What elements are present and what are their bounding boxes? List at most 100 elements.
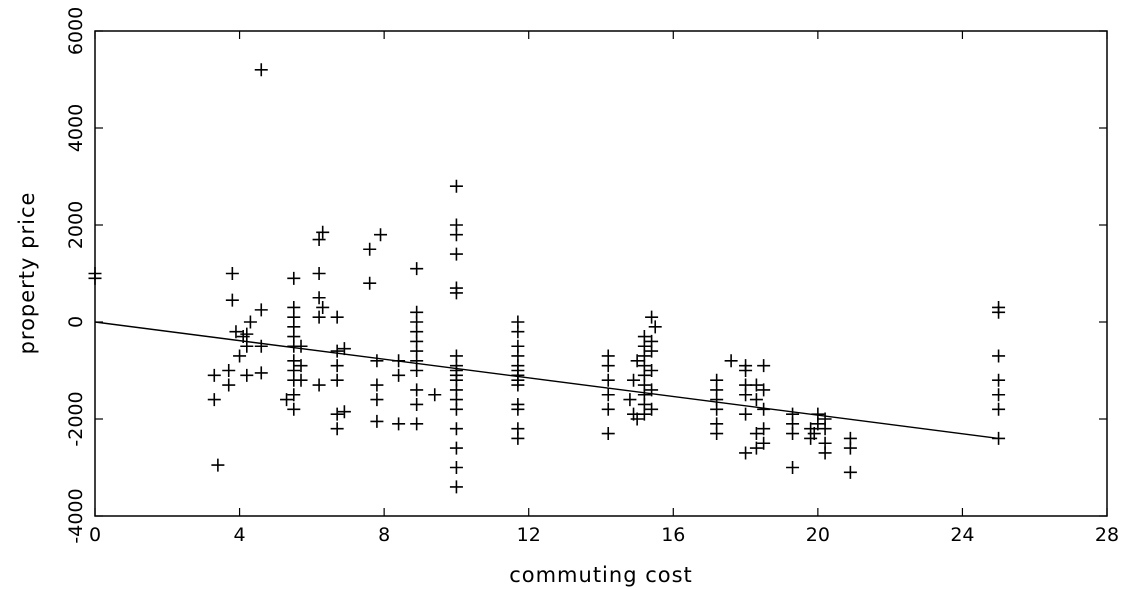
scatter-point [739, 407, 753, 421]
scatter-point [207, 368, 221, 382]
scatter-point [724, 354, 738, 368]
scatter-point [410, 305, 424, 319]
scatter-point [410, 383, 424, 397]
x-tick-label: 12 [517, 524, 541, 546]
scatter-point [287, 300, 301, 314]
scatter-point [330, 373, 344, 387]
plot-frame [94, 30, 1108, 517]
scatter-point [749, 441, 763, 455]
scatter-point [511, 315, 525, 329]
scatter-point [229, 325, 243, 339]
scatter-point [410, 397, 424, 411]
scatter-point [449, 480, 463, 494]
scatter-point [428, 388, 442, 402]
scatter-point [449, 441, 463, 455]
scatter-point [222, 378, 236, 392]
scatter-point [449, 281, 463, 295]
scatter-point [630, 354, 644, 368]
scatter-point [992, 300, 1006, 314]
scatter-point [645, 310, 659, 324]
scatter-point [294, 339, 308, 353]
scatter-point [410, 417, 424, 431]
y-tick-labels: -4000 -2000 0 2000 4000 6000 [65, 7, 87, 544]
scatter-point [807, 427, 821, 441]
scatter-point [739, 378, 753, 392]
x-tick-labels: 0 4 8 12 16 20 24 28 [89, 524, 1119, 546]
x-tick-label: 16 [661, 524, 685, 546]
scatter-point [312, 267, 326, 280]
scatter-point [330, 310, 344, 324]
scatter-point [757, 359, 771, 373]
scatter-point [370, 393, 384, 407]
scatter-point [749, 393, 763, 407]
scatter-point [601, 388, 615, 402]
scatter-point [312, 310, 326, 324]
scatter-point [843, 431, 857, 445]
scatter-point [511, 339, 525, 353]
trend-line [94, 321, 999, 440]
scatter-point [601, 427, 615, 441]
scatter-point [786, 407, 800, 421]
x-tick-label: 4 [234, 524, 246, 546]
scatter-point [88, 267, 102, 280]
scatter-point [601, 402, 615, 416]
scatter-point [818, 436, 832, 450]
scatter-point [287, 402, 301, 416]
scatter-point [645, 402, 659, 416]
scatter-point [739, 359, 753, 373]
scatter-point [992, 388, 1006, 402]
scatter-point [337, 405, 351, 419]
scatter-point [392, 368, 406, 382]
scatter-point [222, 364, 236, 377]
scatter-point [449, 218, 463, 232]
scatter-point [757, 383, 771, 397]
scatter-point [287, 354, 301, 368]
scatter-point [601, 349, 615, 363]
scatter-point [449, 179, 463, 193]
scatter-point [786, 461, 800, 474]
scatter-point [225, 267, 239, 280]
y-axis-title: property price [15, 192, 39, 355]
scatter-point [374, 228, 388, 242]
scatter-point [811, 407, 825, 421]
scatter-point [449, 461, 463, 474]
scatter-point [330, 344, 344, 358]
scatter-point [316, 300, 330, 314]
y-tick-label: -4000 [65, 488, 87, 543]
scatter-point [449, 422, 463, 436]
scatter-point [449, 247, 463, 261]
x-tick-label: 28 [1095, 524, 1119, 546]
scatter-point [254, 339, 268, 353]
scatter-point [287, 388, 301, 402]
data-points [88, 63, 1006, 494]
scatter-point [312, 378, 326, 392]
scatter-point [601, 373, 615, 387]
y-tick-label: 4000 [65, 104, 87, 152]
scatter-point [370, 354, 384, 368]
scatter-point [370, 378, 384, 392]
scatter-point [316, 225, 330, 239]
y-tick-label: 6000 [65, 7, 87, 55]
scatter-point [207, 393, 221, 407]
scatter-point [757, 402, 771, 416]
scatter-point [240, 368, 254, 382]
scatter-point [645, 364, 659, 377]
x-tick-label: 0 [89, 524, 101, 546]
scatter-point [710, 417, 724, 431]
scatter-point [623, 393, 637, 407]
scatter-point [410, 262, 424, 276]
scatter-point [992, 349, 1006, 363]
x-tick-label: 20 [806, 524, 830, 546]
scatter-point [280, 393, 294, 407]
scatter-point [392, 354, 406, 368]
scatter-point [992, 431, 1006, 445]
scatter-point [254, 303, 268, 317]
x-axis-title: commuting cost [509, 563, 693, 587]
scatter-point [243, 315, 257, 329]
scatter-point [392, 417, 406, 431]
scatter-point [233, 349, 247, 363]
scatter-point [637, 330, 651, 344]
scatter-point [330, 407, 344, 421]
scatter-point [749, 378, 763, 392]
